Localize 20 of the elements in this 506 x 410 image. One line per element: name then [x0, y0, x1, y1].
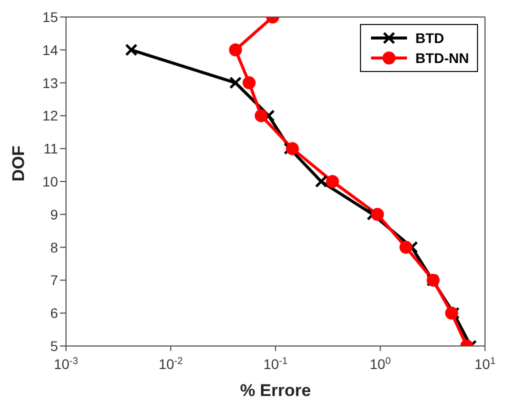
y-tick-label: 5 [50, 338, 58, 354]
y-tick-label: 9 [50, 206, 58, 222]
y-tick-label: 10 [42, 173, 58, 190]
y-tick-label: 12 [42, 108, 58, 124]
y-tick-label: 6 [50, 305, 58, 322]
x-tick-label: 10$^{-3}$ [54, 356, 79, 372]
y-tick-label: 15 [42, 8, 58, 25]
y-tick-label: 11 [43, 140, 58, 157]
y-tick-label: 7 [50, 272, 58, 288]
x-tick-label: 10$^{-1}$ [263, 356, 288, 372]
x-tick-label: 10$^{-2}$ [158, 356, 183, 372]
y-tick-label: 13 [42, 74, 58, 91]
legend-label: BTD-NN [415, 49, 469, 68]
y-tick-label: 8 [50, 239, 58, 256]
legend-label: BTD [415, 29, 444, 48]
x-axis-title: % Errore [240, 381, 311, 400]
y-tick-label: 14 [42, 42, 58, 58]
x-tick-label: 10$^{0}$ [370, 356, 392, 372]
y-axis-title: DOF [9, 146, 28, 182]
x-tick-label: 10$^{1}$ [474, 356, 496, 372]
